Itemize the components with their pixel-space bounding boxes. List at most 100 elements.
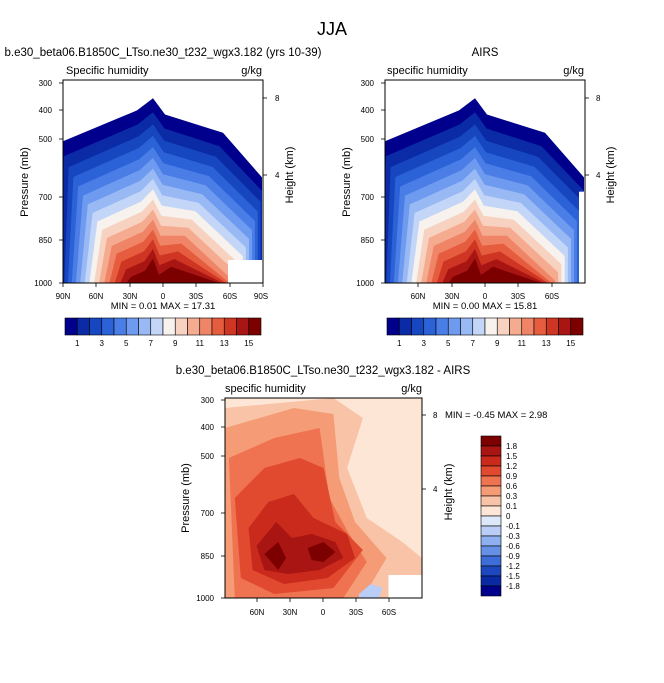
xtick-label: 0 xyxy=(161,292,166,301)
colorbar-swatch xyxy=(386,317,400,336)
colorbar-swatch xyxy=(187,317,201,336)
panel-diff-left-subtitle: specific humidity xyxy=(225,383,306,395)
colorbar-label: 0.3 xyxy=(506,492,518,501)
colorbar-swatch xyxy=(480,585,502,597)
ytick-label: 8 xyxy=(596,94,601,103)
xtick-label: 60N xyxy=(411,292,426,301)
colorbar-swatch xyxy=(472,317,486,336)
missing-data xyxy=(579,191,585,283)
ytick-label: 500 xyxy=(201,452,215,461)
xtick-label: 30N xyxy=(283,608,298,617)
panel-model-colorbar: 1 3 5 7 9 11 13 15 xyxy=(64,317,262,348)
colorbar-label: 5 xyxy=(124,339,129,348)
panel-model-ylabel: Pressure (mb) xyxy=(19,147,31,217)
colorbar-swatch xyxy=(211,317,225,336)
colorbar-swatch xyxy=(484,317,498,336)
colorbar-label: -0.1 xyxy=(506,522,520,531)
colorbar-swatch xyxy=(423,317,437,336)
colorbar-swatch xyxy=(545,317,559,336)
colorbar-swatch xyxy=(533,317,547,336)
colorbar-swatch xyxy=(411,317,425,336)
colorbar-swatch xyxy=(570,317,584,336)
xtick-label: 90S xyxy=(254,292,268,301)
colorbar-label: 0 xyxy=(506,512,511,521)
colorbar-swatch xyxy=(435,317,449,336)
xtick-label: 30N xyxy=(445,292,460,301)
figure-title: JJA xyxy=(317,19,347,39)
colorbar-label: 15 xyxy=(566,339,575,348)
colorbar-swatch xyxy=(480,525,502,537)
panel-airs: AIRS specific humidity g/kg 300 400 500 … xyxy=(341,47,617,348)
colorbar-swatch xyxy=(64,317,78,336)
tick-marks xyxy=(59,82,267,287)
colorbar-swatch xyxy=(89,317,103,336)
xtick-label: 60S xyxy=(223,292,237,301)
colorbar-swatch xyxy=(480,575,502,587)
panel-model-xticks: 90N 60N 30N 0 30S 60S 90S xyxy=(56,292,268,301)
contour-band xyxy=(264,542,287,570)
xtick-label: 60N xyxy=(250,608,265,617)
ytick-label: 1000 xyxy=(196,594,214,603)
panel-model-field xyxy=(63,80,263,283)
colorbar-swatch xyxy=(125,317,139,336)
contour-band xyxy=(448,258,541,283)
colorbar-label: 0.6 xyxy=(506,482,518,491)
colorbar-swatch xyxy=(101,317,115,336)
colorbar-swatch xyxy=(521,317,535,336)
panel-diff-field xyxy=(225,398,422,598)
xtick-label: 90N xyxy=(56,292,71,301)
ytick-label: 850 xyxy=(201,552,215,561)
colorbar-swatch xyxy=(480,545,502,557)
colorbar-label: -0.6 xyxy=(506,542,520,551)
xtick-label: 30S xyxy=(511,292,525,301)
panel-model-stats: MIN = 0.01 MAX = 17.31 xyxy=(111,301,216,312)
ytick-label: 4 xyxy=(275,171,280,180)
panel-diff-right-ylabel: Height (km) xyxy=(443,464,455,521)
colorbar-label: 5 xyxy=(446,339,451,348)
colorbar-swatch xyxy=(460,317,474,336)
panel-airs-ylabel: Pressure (mb) xyxy=(341,147,353,217)
ytick-label: 1000 xyxy=(34,279,52,288)
ytick-label: 300 xyxy=(39,79,53,88)
colorbar-label: -0.9 xyxy=(506,552,520,561)
missing-data xyxy=(388,575,422,598)
colorbar-swatch xyxy=(480,475,502,487)
panel-diff-title: b.e30_beta06.B1850C_LTso.ne30_t232_wgx3.… xyxy=(176,365,471,377)
colorbar-swatch xyxy=(480,555,502,567)
colorbar-label: -0.3 xyxy=(506,532,520,541)
colorbar-swatch xyxy=(558,317,572,336)
colorbar-swatch xyxy=(480,435,502,447)
panel-model: b.e30_beta06.B1850C_LTso.ne30_t232_wgx3.… xyxy=(5,47,322,348)
panel-diff-contours xyxy=(225,398,422,598)
panel-diff-stats: MIN = -0.45 MAX = 2.98 xyxy=(445,410,547,421)
panel-airs-field xyxy=(385,80,585,283)
colorbar-swatch xyxy=(496,317,510,336)
xtick-label: 60N xyxy=(89,292,104,301)
colorbar-swatch xyxy=(480,535,502,547)
panel-diff-colorbar: 1.81.51.20.90.60.30.10-0.1-0.3-0.6-0.9-1… xyxy=(480,435,520,597)
panel-diff-yticks: 300 400 500 700 850 1000 xyxy=(196,396,214,603)
tick-marks xyxy=(381,82,589,287)
colorbar-label: -1.2 xyxy=(506,562,520,571)
colorbar-swatch xyxy=(150,317,164,336)
colorbar-swatch xyxy=(509,317,523,336)
colorbar-swatch xyxy=(174,317,188,336)
colorbar-swatch xyxy=(480,465,502,477)
panel-airs-contours xyxy=(385,80,585,283)
xtick-label: 30N xyxy=(123,292,138,301)
colorbar-label: 13 xyxy=(542,339,551,348)
colorbar-swatch xyxy=(447,317,461,336)
colorbar-label: 0.1 xyxy=(506,502,518,511)
ytick-label: 700 xyxy=(361,193,375,202)
ytick-label: 4 xyxy=(596,171,601,180)
panel-model-contours xyxy=(63,80,263,283)
colorbar-swatch xyxy=(113,317,127,336)
panel-diff-ylabel: Pressure (mb) xyxy=(180,463,192,533)
xtick-label: 0 xyxy=(321,608,326,617)
panel-airs-colorbar: 1 3 5 7 9 11 13 15 xyxy=(386,317,584,348)
panel-diff-frame xyxy=(224,397,423,599)
colorbar-swatch xyxy=(480,505,502,517)
ytick-label: 1000 xyxy=(356,279,374,288)
ytick-label: 4 xyxy=(433,485,438,494)
